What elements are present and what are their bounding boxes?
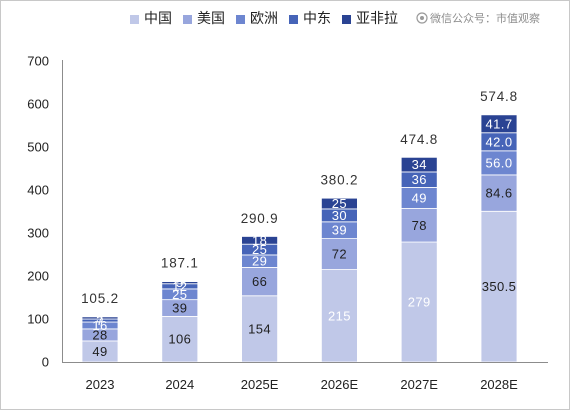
bar-2027e-usa [400,208,438,243]
bar-2027e-asia-africa-latam [400,156,438,173]
legend-swatch-usa [183,14,192,24]
data-labels: 4928167510639251251546629251821572393025… [92,116,516,359]
total-label-2025e: 290.9 [241,211,279,226]
legend-label-china: 中国 [144,11,172,27]
bar-2024-china [161,316,199,363]
bar-2028e-asia-africa-latam [480,114,518,134]
data-label-2028e-usa: 84.6 [486,186,513,201]
legend-swatch-china [130,14,139,24]
data-label-2028e-asia-africa-latam: 41.7 [486,116,513,131]
data-label-2025e-china: 154 [248,321,271,336]
data-label-2027e-china: 279 [408,295,431,310]
data-label-2024-middle-east: 12 [172,279,187,294]
total-label-2023: 105.2 [81,291,119,306]
legend-swatch-middle-east [289,14,298,24]
bar-2023-asia-africa-latam [81,316,119,320]
y-tick-label-200: 200 [27,269,49,284]
bar-2027e-china [400,241,438,363]
data-label-2023-middle-east: 7 [96,313,104,328]
legend: 中国 美国 欧洲 中东 亚非拉 [130,9,409,29]
watermark: 微信公众号：市值观察 [416,9,540,27]
bar-2026e-usa [320,238,358,270]
bar-2025e-usa [241,266,279,297]
legend-swatch-europe [236,14,245,24]
legend-item-europe: 欧洲 [236,10,278,28]
legend-item-middle-east: 中东 [289,10,331,28]
data-label-2026e-middle-east: 30 [332,208,347,223]
x-tick-label-2023: 2023 [86,377,115,392]
data-label-2024-china: 106 [168,332,191,347]
legend-label-asia-africa-latam: 亚非拉 [356,11,398,27]
y-axis-tick-labels: 0 100 200 300 400 500 600 700 [27,54,49,370]
data-label-2025e-asia-africa-latam: 18 [252,233,267,248]
legend-item-china: 中国 [130,10,172,28]
x-tick-label-2027e: 2027E [400,377,438,392]
data-label-2023-usa: 28 [92,327,107,342]
data-label-2028e-china: 350.5 [482,279,517,294]
data-label-2027e-usa: 78 [412,218,427,233]
y-tick-label-0: 0 [42,355,49,370]
bar-2026e-asia-africa-latam [320,197,358,210]
x-axis-tick-labels: 2023 2024 2025E 2026E 2027E 2028E [86,377,519,392]
data-label-2023-asia-africa-latam: 5 [96,310,104,325]
y-tick-label-300: 300 [27,226,49,241]
bar-2024-asia-africa-latam [161,281,199,285]
bar-2026e-china [320,269,358,363]
x-tick-label-2026e: 2026E [321,377,359,392]
y-tick-label-400: 400 [27,183,49,198]
data-label-2025e-europe: 29 [252,254,267,269]
wechat-logo-icon [416,12,428,24]
total-label-2028e: 574.8 [480,89,518,104]
bar-2028e-usa [480,174,518,212]
legend-label-middle-east: 中东 [303,11,331,27]
legend-swatch-asia-africa-latam [342,14,351,24]
x-tick-label-2024: 2024 [165,377,194,392]
legend-label-europe: 欧洲 [250,11,278,27]
bar-2025e-china [241,295,279,363]
data-label-2028e-middle-east: 42.0 [486,134,513,149]
data-label-2025e-usa: 66 [252,274,267,289]
data-label-2026e-asia-africa-latam: 25 [332,196,347,211]
y-tick-label-100: 100 [27,312,49,327]
legend-label-usa: 美国 [197,11,225,27]
data-label-2027e-asia-africa-latam: 34 [412,157,427,172]
y-tick-label-500: 500 [27,140,49,155]
data-label-2026e-china: 215 [328,308,351,323]
axes [62,60,548,363]
data-label-2025e-middle-east: 25 [252,242,267,257]
total-label-2027e: 474.8 [400,132,438,147]
watermark-text: 微信公众号：市值观察 [430,12,540,25]
data-label-2026e-europe: 39 [332,223,347,238]
total-label-2026e: 380.2 [321,173,359,188]
data-label-2024-usa: 39 [172,301,187,316]
total-label-2024: 187.1 [161,256,199,271]
y-tick-label-700: 700 [27,54,49,69]
data-label-2024-europe: 25 [172,287,187,302]
x-tick-label-2025e: 2025E [241,377,279,392]
bar-2025e-asia-africa-latam [241,236,279,245]
data-label-2028e-europe: 56.0 [486,155,513,170]
legend-item-asia-africa-latam: 亚非拉 [342,10,398,28]
y-tick-label-600: 600 [27,97,49,112]
bar-2028e-china [480,210,518,363]
data-label-2023-china: 49 [92,344,107,359]
data-label-2027e-europe: 49 [412,190,427,205]
bar-segments [81,114,518,363]
data-label-2024-asia-africa-latam: 5 [176,275,184,290]
data-label-2026e-usa: 72 [332,247,347,262]
data-label-2027e-middle-east: 36 [412,172,427,187]
bar-2028e-europe [480,150,518,176]
legend-item-usa: 美国 [183,10,225,28]
total-labels: 105.2 187.1 290.9 380.2 474.8 574.8 [81,89,518,306]
x-tick-label-2028e: 2028E [480,377,518,392]
data-label-2023-europe: 16 [92,318,107,333]
